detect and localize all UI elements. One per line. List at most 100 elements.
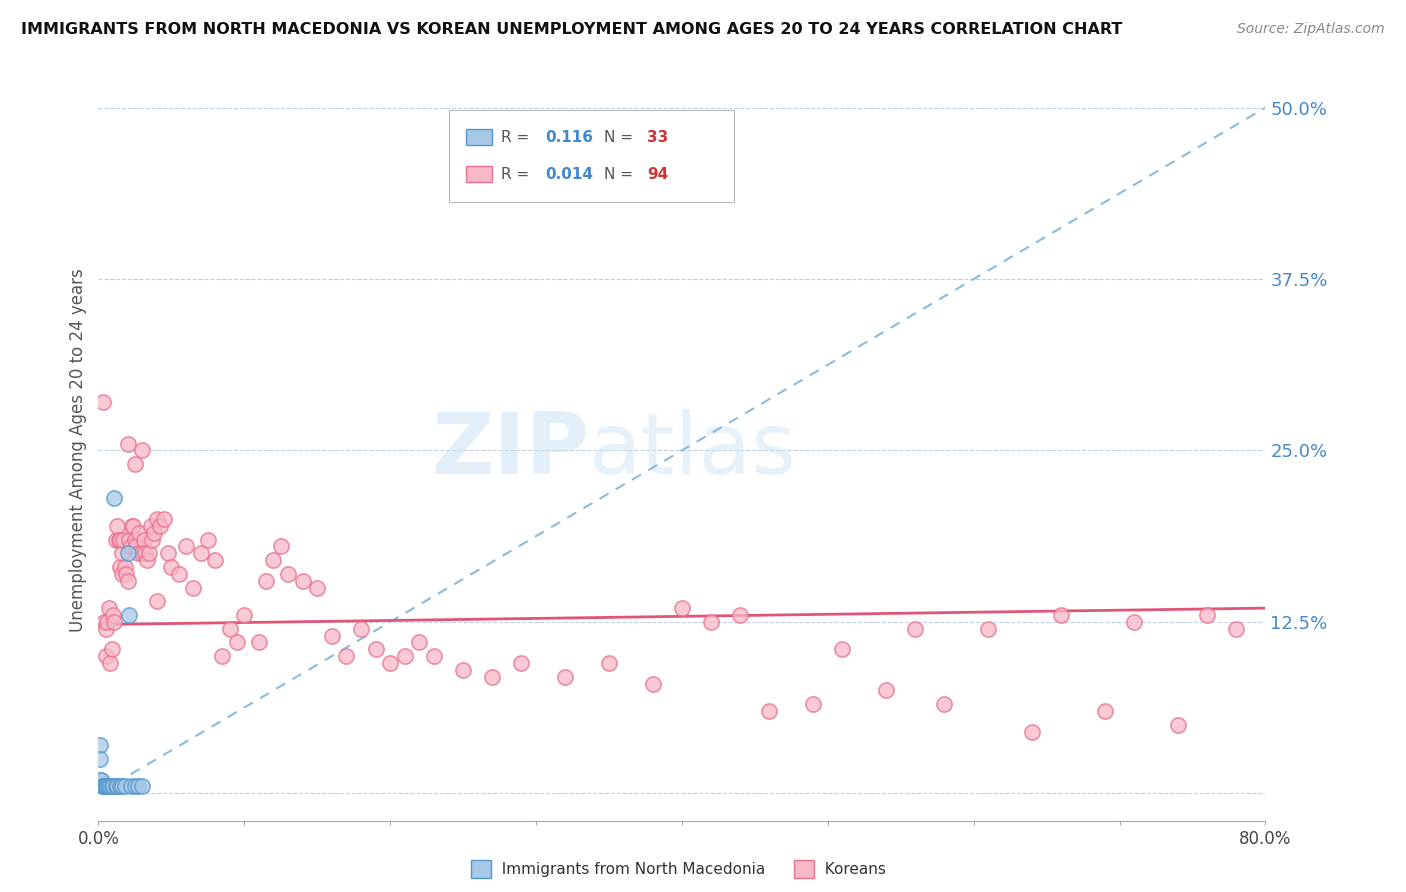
Point: [730, 607, 752, 622]
Point: [94, 780, 117, 794]
Point: [218, 622, 240, 636]
Point: [98, 780, 121, 794]
Point: [93, 780, 115, 794]
Point: [801, 697, 824, 711]
Point: [700, 615, 723, 629]
Point: [115, 566, 138, 581]
Point: [114, 560, 136, 574]
Point: [977, 622, 1000, 636]
Point: [364, 642, 387, 657]
Point: [262, 553, 284, 567]
Point: [93, 615, 115, 629]
Point: [131, 546, 153, 560]
Point: [408, 635, 430, 649]
Point: [110, 780, 132, 794]
Point: [197, 533, 219, 547]
Point: [211, 649, 233, 664]
Point: [104, 533, 127, 547]
Point: [94, 649, 117, 664]
Point: [1225, 622, 1247, 636]
Point: [131, 780, 153, 794]
Point: [758, 704, 780, 718]
Point: [277, 566, 299, 581]
Point: [135, 553, 157, 567]
Point: [1195, 607, 1218, 622]
FancyBboxPatch shape: [465, 166, 492, 183]
Point: [204, 553, 226, 567]
Point: [91, 780, 114, 794]
Point: [1050, 607, 1073, 622]
Point: [321, 628, 343, 642]
Point: [101, 780, 124, 794]
Point: [91, 395, 114, 409]
Text: atlas: atlas: [589, 409, 797, 492]
Point: [96, 780, 118, 794]
Point: [124, 533, 146, 547]
Point: [111, 546, 134, 560]
Point: [117, 436, 139, 450]
Point: [120, 540, 142, 554]
Point: [103, 615, 125, 629]
Point: [90, 772, 112, 787]
Point: [934, 697, 956, 711]
Text: 0.014: 0.014: [546, 167, 593, 182]
Point: [93, 780, 115, 794]
Point: [117, 546, 139, 560]
Y-axis label: Unemployment Among Ages 20 to 24 years: Unemployment Among Ages 20 to 24 years: [69, 268, 87, 632]
Point: [1094, 704, 1116, 718]
Point: [481, 670, 503, 684]
Point: [226, 635, 249, 649]
Point: [1021, 724, 1043, 739]
Point: [100, 780, 122, 794]
Point: [254, 574, 277, 588]
Point: [118, 533, 141, 547]
Point: [122, 519, 145, 533]
Point: [94, 780, 117, 794]
Point: [233, 607, 256, 622]
Text: 0.116: 0.116: [546, 130, 593, 145]
Point: [831, 642, 853, 657]
Point: [110, 533, 132, 547]
Point: [103, 491, 125, 506]
Point: [104, 780, 127, 794]
Text: IMMIGRANTS FROM NORTH MACEDONIA VS KOREAN UNEMPLOYMENT AMONG AGES 20 TO 24 YEARS: IMMIGRANTS FROM NORTH MACEDONIA VS KOREA…: [21, 22, 1122, 37]
Text: R =: R =: [501, 130, 534, 145]
Point: [105, 519, 128, 533]
Point: [132, 533, 155, 547]
Point: [641, 676, 664, 690]
Text: Source: ZipAtlas.com: Source: ZipAtlas.com: [1237, 22, 1385, 37]
Point: [1167, 717, 1189, 731]
Point: [190, 546, 212, 560]
Point: [146, 512, 169, 526]
Point: [174, 540, 197, 554]
Point: [89, 752, 111, 766]
Point: [124, 780, 146, 794]
Point: [131, 443, 153, 458]
Point: [98, 656, 121, 670]
Point: [91, 780, 114, 794]
Point: [510, 656, 533, 670]
Text: 33: 33: [647, 130, 668, 145]
Point: [117, 574, 139, 588]
FancyBboxPatch shape: [465, 129, 492, 145]
Point: [90, 772, 112, 787]
Point: [124, 457, 146, 471]
Point: [307, 581, 329, 595]
Point: [139, 519, 162, 533]
Point: [91, 780, 114, 794]
Point: [146, 594, 169, 608]
Text: N =: N =: [603, 130, 637, 145]
Point: [97, 601, 120, 615]
Point: [875, 683, 897, 698]
Text: 94: 94: [647, 167, 668, 182]
Point: [97, 780, 120, 794]
Point: [127, 780, 149, 794]
Point: [89, 738, 111, 752]
Point: [108, 533, 131, 547]
Point: [157, 546, 180, 560]
Point: [335, 649, 357, 664]
Point: [96, 780, 118, 794]
Point: [181, 581, 204, 595]
Point: [105, 780, 128, 794]
Point: [160, 560, 183, 574]
